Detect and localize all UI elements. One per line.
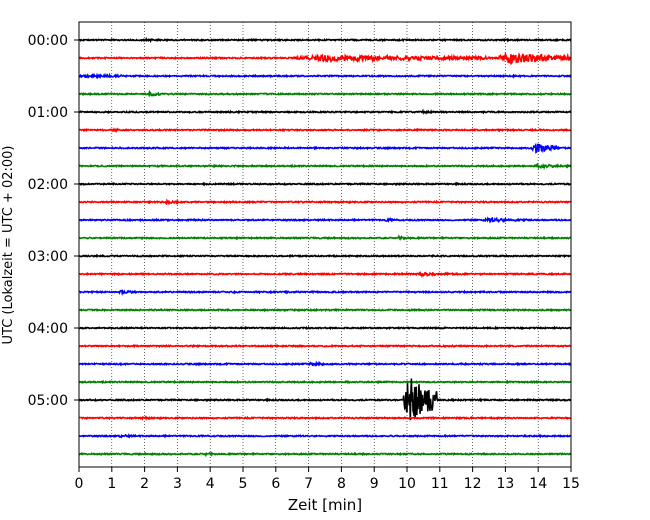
x-tick-label: 6 [271, 476, 280, 492]
seismogram-trace [78, 253, 572, 259]
seismogram-trace [78, 127, 572, 133]
x-tick-label: 4 [206, 476, 215, 492]
x-tick-label: 7 [304, 476, 313, 492]
seismogram-trace [79, 307, 572, 313]
seismogram-trace [78, 216, 572, 224]
x-tick-label: 10 [398, 476, 416, 492]
x-tick-label: 5 [239, 476, 248, 492]
y-axis-ticks: 00:00 01:00 02:00 03:00 04:00 05:00 [28, 33, 79, 409]
x-axis-ticks: 0 1 2 3 4 5 6 7 8 9 10 11 12 13 14 15 [75, 467, 580, 492]
y-tick-label: 03:00 [28, 249, 68, 265]
seismogram-trace [78, 142, 572, 154]
seismogram-trace [78, 234, 572, 242]
x-tick-label: 11 [431, 476, 449, 492]
x-tick-label: 8 [337, 476, 346, 492]
seismogram-trace [79, 343, 572, 349]
vertical-grid [111, 22, 539, 467]
seismogram-trace [78, 162, 572, 170]
seismogram-trace [79, 36, 572, 44]
seismogram-trace [78, 379, 572, 385]
x-tick-label: 15 [562, 476, 580, 492]
y-axis-label: UTC (Lokalzeit = UTC + 02:00) [1, 146, 16, 345]
x-tick-label: 13 [496, 476, 514, 492]
y-tick-label: 00:00 [28, 33, 68, 49]
seismogram-trace [78, 181, 572, 187]
y-tick-label: 02:00 [28, 177, 68, 193]
x-tick-label: 12 [464, 476, 482, 492]
x-tick-label: 1 [107, 476, 116, 492]
seismogram-trace [78, 433, 572, 439]
seismogram-trace [78, 72, 572, 80]
seismogram-trace [78, 378, 572, 421]
seismogram-trace [79, 415, 572, 421]
seismogram-trace [78, 289, 572, 297]
seismogram-trace [78, 89, 572, 98]
y-tick-label: 05:00 [28, 393, 68, 409]
seismogram-trace [78, 271, 572, 279]
y-tick-label: 01:00 [28, 105, 68, 121]
seismogram-trace [78, 198, 572, 206]
plot-frame [78, 21, 572, 468]
seismogram-trace [78, 451, 572, 458]
x-tick-label: 0 [75, 476, 84, 492]
seismogram-trace [78, 360, 572, 367]
y-tick-label: 04:00 [28, 321, 68, 337]
x-axis-label: Zeit [min] [288, 496, 362, 514]
x-tick-label: 3 [173, 476, 182, 492]
seismogram-trace [78, 325, 572, 331]
seismogram-traces [78, 36, 572, 458]
plot-background [79, 22, 571, 467]
x-tick-label: 2 [140, 476, 149, 492]
seismogram-trace [78, 51, 572, 66]
x-tick-label: 14 [529, 476, 547, 492]
x-tick-label: 9 [370, 476, 379, 492]
seismogram-trace [78, 108, 572, 115]
